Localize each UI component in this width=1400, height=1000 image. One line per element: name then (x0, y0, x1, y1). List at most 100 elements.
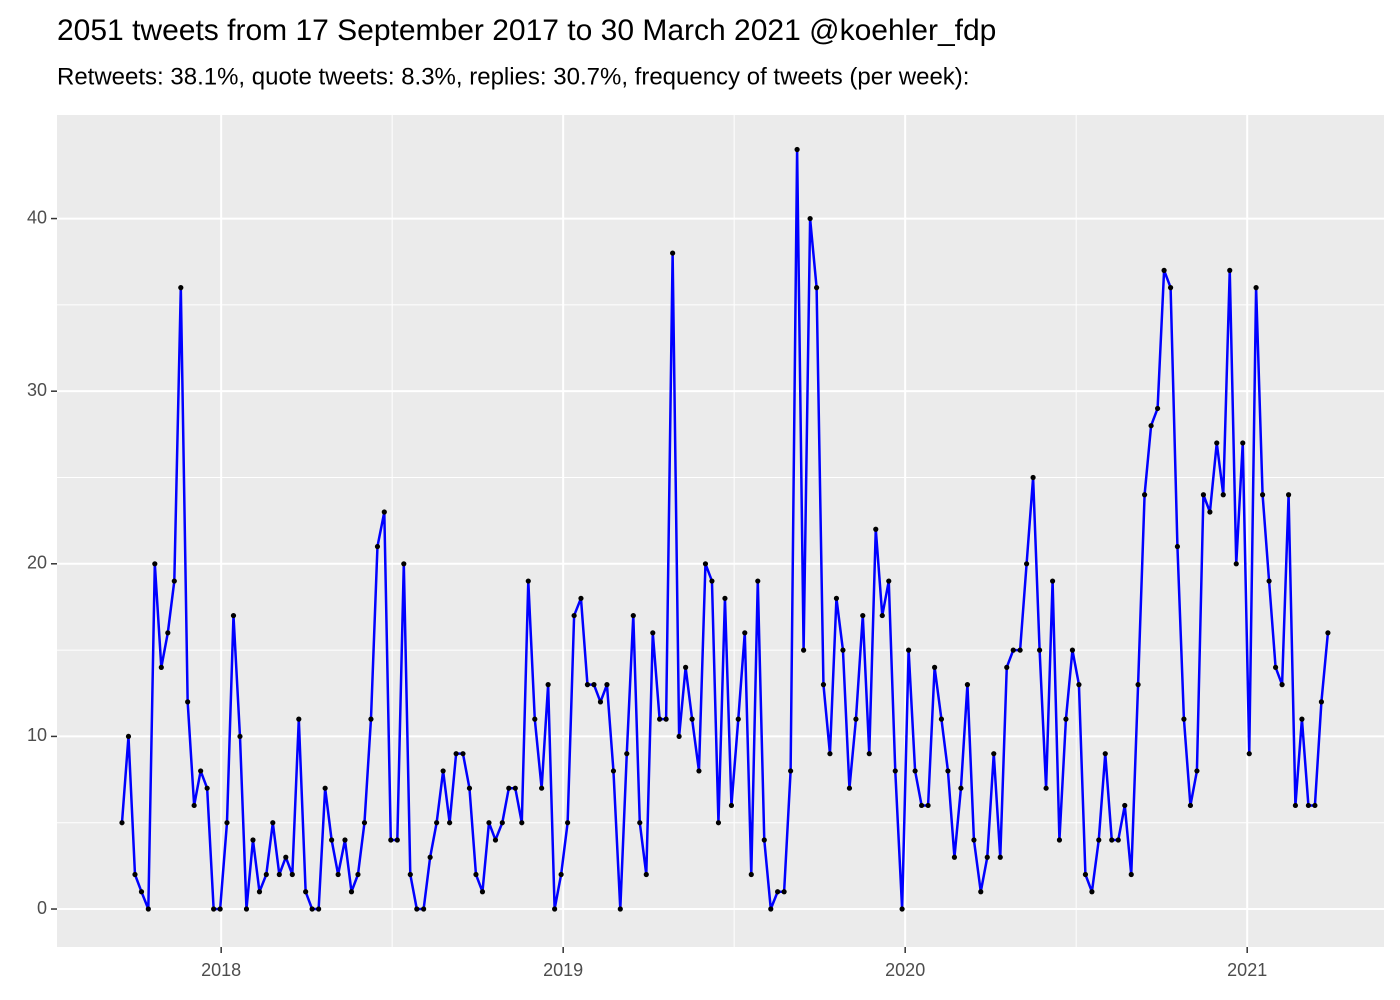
data-point (1214, 440, 1220, 446)
y-tick-label: 40 (27, 207, 47, 227)
data-point (1174, 543, 1181, 550)
data-point (873, 526, 879, 532)
data-point (919, 802, 925, 809)
data-point (1285, 492, 1292, 498)
data-point (132, 871, 138, 878)
data-point (361, 820, 368, 826)
data-point (1194, 768, 1200, 774)
data-point (152, 561, 158, 567)
data-point (1148, 423, 1154, 429)
data-point (296, 716, 302, 722)
data-point (617, 906, 623, 912)
data-point (670, 250, 676, 256)
data-point (138, 889, 145, 895)
data-point (1272, 664, 1279, 670)
data-point (1312, 802, 1318, 809)
data-point (191, 802, 197, 809)
data-point (748, 871, 754, 878)
data-point (637, 820, 643, 826)
data-point (532, 716, 538, 722)
data-point (1023, 561, 1030, 567)
data-point (1227, 267, 1233, 273)
data-point (1030, 474, 1036, 481)
data-point (401, 561, 407, 567)
data-point (263, 871, 269, 878)
data-point (578, 595, 584, 601)
data-point (978, 889, 984, 895)
x-tick-label: 2020 (885, 960, 925, 980)
data-point (735, 716, 741, 722)
data-point (794, 146, 800, 153)
data-point (158, 664, 164, 670)
data-point (663, 716, 669, 722)
data-point (519, 820, 525, 826)
data-point (283, 854, 289, 860)
data-point (335, 871, 341, 878)
data-point (1135, 682, 1141, 688)
data-point (479, 889, 486, 895)
data-point (781, 889, 787, 895)
data-point (742, 630, 748, 636)
data-point (1017, 647, 1023, 653)
data-point (447, 820, 453, 826)
data-point (355, 871, 361, 878)
data-point (709, 578, 715, 584)
data-point (230, 612, 237, 619)
data-point (486, 820, 492, 826)
data-point (217, 906, 223, 912)
data-point (938, 716, 945, 722)
data-point (689, 716, 695, 722)
data-point (1292, 802, 1299, 809)
data-point (1043, 785, 1049, 791)
data-point (801, 647, 807, 653)
data-point (1115, 837, 1121, 843)
data-point (991, 751, 997, 757)
data-point (119, 820, 125, 826)
data-point (558, 871, 564, 878)
data-point (414, 906, 420, 912)
data-point (788, 768, 794, 774)
data-point (833, 595, 840, 601)
data-point (440, 768, 446, 774)
data-point (1305, 802, 1312, 809)
data-point (1181, 716, 1187, 722)
chart-subtitle: Retweets: 38.1%, quote tweets: 8.3%, rep… (57, 63, 969, 90)
data-point (715, 820, 722, 826)
data-point (165, 630, 171, 636)
data-point (650, 630, 656, 636)
data-point (1167, 285, 1174, 291)
data-point (237, 733, 243, 740)
data-point (683, 664, 689, 670)
data-point (866, 751, 872, 757)
data-point (1063, 716, 1069, 722)
data-point (1128, 871, 1134, 878)
y-tick-label: 30 (27, 380, 47, 400)
data-point (1233, 561, 1239, 567)
data-point (722, 595, 728, 601)
data-point (421, 906, 427, 912)
data-point (1004, 664, 1010, 670)
data-point (1049, 578, 1056, 584)
data-point (342, 837, 348, 843)
data-point (624, 751, 630, 757)
data-point (814, 285, 820, 291)
data-point (316, 906, 322, 912)
data-point (388, 837, 394, 843)
data-point (676, 733, 682, 740)
data-point (224, 820, 230, 826)
data-point (840, 647, 846, 653)
data-point (565, 820, 571, 826)
data-point (906, 647, 912, 653)
data-point (394, 837, 400, 843)
data-point (1089, 889, 1095, 895)
data-point (185, 699, 191, 705)
plot-panel (57, 115, 1384, 947)
data-point (460, 751, 466, 757)
x-tick-label: 2021 (1227, 960, 1267, 980)
data-point (499, 820, 505, 826)
data-point (964, 682, 971, 688)
data-point (643, 871, 649, 878)
data-point (630, 612, 636, 619)
data-point (820, 682, 827, 688)
data-point (204, 785, 210, 791)
